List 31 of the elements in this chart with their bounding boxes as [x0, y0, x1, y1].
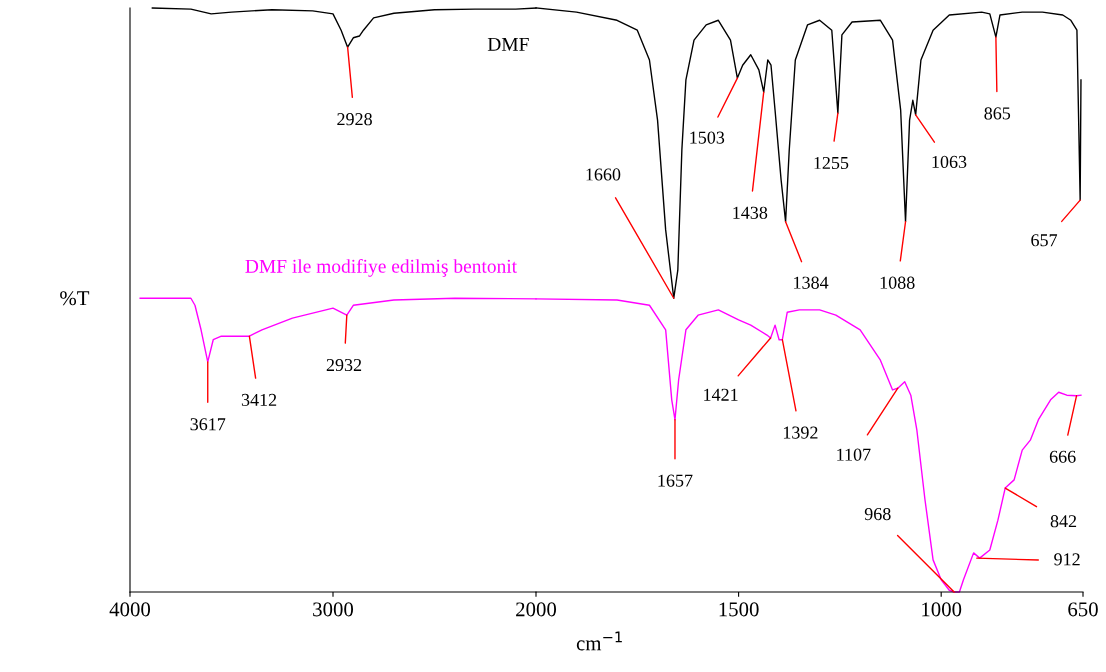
annotation: 666 [1049, 450, 1076, 463]
annotation: 1503 [690, 131, 725, 144]
annotation: 912 [1054, 553, 1080, 566]
x-axis-title: cm$^{−1}$ [576, 631, 622, 651]
annotation: 1107 [837, 448, 871, 461]
annotation: 3617 [190, 418, 226, 431]
annotation: 1384 [794, 276, 829, 289]
series-label: DMF [487, 37, 529, 51]
annotation: 1088 [880, 276, 915, 289]
annotation: 3412 [241, 393, 277, 407]
annotation: 968 [864, 507, 891, 521]
annotation: 1657 [658, 474, 693, 487]
x-tick-label: 650 [1068, 602, 1098, 617]
annotation: 2932 [326, 358, 362, 372]
annotation: 1255 [814, 156, 849, 170]
annotation: 865 [984, 107, 1011, 120]
x-tick-label: 2000 [516, 602, 557, 617]
annotation: 1392 [783, 426, 818, 439]
annotation: 1421 [704, 388, 738, 401]
x-tick-label: 3000 [313, 602, 354, 617]
annotation: 1063 [932, 155, 967, 168]
x-tick-label: 1000 [922, 602, 962, 617]
annotation: 1438 [733, 206, 768, 219]
y-axis-title: %T [60, 291, 90, 306]
annotation: 1660 [586, 168, 621, 181]
series-label: DMF ile modifiye edilmiş bentonit [245, 258, 517, 277]
annotation: 2928 [337, 113, 372, 126]
annotation: 657 [1031, 234, 1058, 247]
annotation: 842 [1050, 515, 1077, 528]
x-tick-label: 4000 [109, 602, 151, 617]
x-tick-label: 1500 [719, 602, 759, 617]
